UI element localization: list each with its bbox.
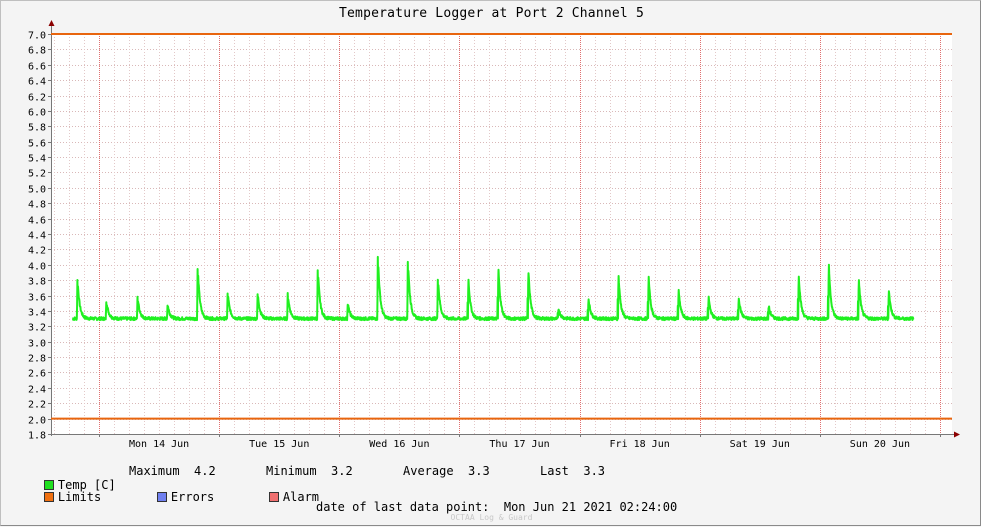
x-tick-labels: Mon 14 Jun Tue 15 Jun Wed 16 Jun Thu 17 Jun… [129, 439, 910, 450]
stat-minimum-label: Minimum [266, 464, 317, 478]
y-tick-label: 5.0 [28, 185, 46, 196]
chart-title: Temperature Logger at Port 2 Channel 5 [338, 6, 644, 21]
brand-watermark: OCTAA Log & Guard [450, 513, 533, 522]
stat-minimum-value: 3.2 [331, 464, 353, 478]
y-axis-arrow [48, 20, 55, 26]
x-tick-label: Mon 14 Jun [129, 439, 189, 450]
alarm-swatch [268, 492, 279, 502]
errors-swatch [156, 492, 167, 502]
x-tick-label: Wed 16 Jun [369, 439, 429, 450]
y-tick-label: 3.2 [28, 323, 46, 334]
stat-maximum-label: Maximum [129, 464, 180, 478]
y-tick-label: 2.4 [28, 385, 46, 396]
legend-temp: Temp [C] [57, 478, 116, 492]
y-tick-label: 4.0 [28, 262, 46, 273]
stat-average: Average 3.3 [403, 464, 490, 478]
legend-errors: Errors [128, 476, 214, 518]
stat-last-label: Last [540, 464, 569, 478]
temp-series-line [71, 255, 915, 322]
y-tick-label: 4.4 [28, 231, 46, 242]
y-tick-labels: 7.0 6.8 6.6 6.4 6.2 6.0 5.8 5.6 5.4 5.2 5.0 4.8 4.6 4… [28, 31, 46, 442]
y-tick-label: 5.8 [28, 123, 46, 134]
stat-last: Last 3.3 [540, 464, 605, 478]
stat-minimum: Minimum 3.2 [266, 464, 353, 478]
y-tick-label: 6.2 [28, 93, 46, 104]
stat-maximum: Maximum 4.2 [129, 464, 216, 478]
x-axis-arrow [954, 431, 960, 438]
y-tick-label: 6.8 [28, 46, 46, 57]
y-tick-label: 3.8 [28, 277, 46, 288]
last-data-point-label: date of last data point: [316, 500, 490, 514]
stat-maximum-value: 4.2 [194, 464, 216, 478]
y-tick-label: 5.2 [28, 169, 46, 180]
y-tick-label: 5.6 [28, 139, 46, 150]
y-tick-label: 6.6 [28, 62, 46, 73]
y-tick-label: 2.8 [28, 354, 46, 365]
y-tick-label: 3.6 [28, 293, 46, 304]
x-tick-label: Tue 15 Jun [249, 439, 309, 450]
legend-row-1: Temp [C] [15, 464, 116, 506]
y-tick-label: 2.2 [28, 400, 46, 411]
y-tick-label: 6.4 [28, 77, 46, 88]
legend-limits: Limits [57, 490, 102, 504]
x-tick-label: Fri 18 Jun [610, 439, 670, 450]
axes [48, 20, 960, 438]
x-tick-label: Sat 19 Jun [730, 439, 790, 450]
limit-lines [51, 33, 952, 420]
y-tick-label: 7.0 [28, 31, 46, 42]
grid [48, 34, 952, 437]
y-tick-label: 1.8 [28, 431, 46, 442]
temp-swatch [43, 480, 54, 490]
last-data-point-value: Mon Jun 21 2021 02:24:00 [503, 500, 678, 514]
y-tick-label: 4.8 [28, 200, 46, 211]
x-tick-label: Thu 17 Jun [489, 439, 549, 450]
y-tick-label: 3.0 [28, 339, 46, 350]
legend-row-2: Limits [15, 476, 101, 518]
x-tick-label: Sun 20 Jun [850, 439, 910, 450]
y-tick-label: 2.0 [28, 416, 46, 427]
stat-average-value: 3.3 [468, 464, 490, 478]
legend-alarm-label: Alarm [282, 490, 320, 504]
y-tick-label: 2.6 [28, 369, 46, 380]
limits-swatch [43, 492, 54, 502]
y-tick-label: 4.2 [28, 246, 46, 257]
y-tick-label: 5.4 [28, 154, 46, 165]
stat-average-label: Average [403, 464, 454, 478]
last-data-point: date of last data point: Mon Jun 21 2021… [316, 500, 677, 514]
y-tick-label: 3.4 [28, 308, 46, 319]
y-tick-label: 6.0 [28, 108, 46, 119]
legend-alarm: Alarm [240, 476, 319, 518]
legend-errors-label: Errors [170, 490, 215, 504]
stat-last-value: 3.3 [583, 464, 606, 478]
series-layer [71, 255, 915, 322]
y-tick-label: 4.6 [28, 216, 46, 227]
